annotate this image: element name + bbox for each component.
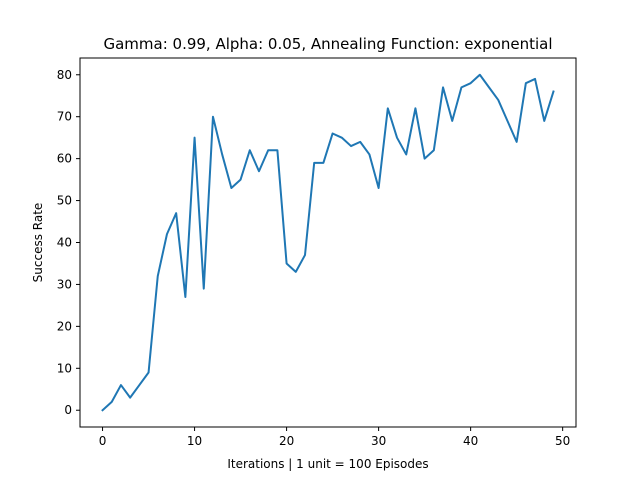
- plot-area-frame: [79, 57, 577, 428]
- x-tick-label: 0: [99, 434, 107, 448]
- x-tick-label: 10: [187, 434, 202, 448]
- y-tick-label: 30: [57, 277, 72, 291]
- x-tick-label: 40: [463, 434, 478, 448]
- y-tick-label: 0: [64, 403, 72, 417]
- y-tick-label: 70: [57, 110, 72, 124]
- y-tick-label: 40: [57, 236, 72, 250]
- success-rate-line: [101, 73, 555, 412]
- axis-ticks: 0 10 20 30 40 50 0 10 20 30 40 50 60 70 80: [57, 68, 571, 448]
- chart-title: Gamma: 0.99, Alpha: 0.05, Annealing Func…: [103, 35, 552, 53]
- y-tick-label: 60: [57, 152, 72, 166]
- y-tick-label: 50: [57, 194, 72, 208]
- y-tick-label: 80: [57, 68, 72, 82]
- x-tick-label: 20: [279, 434, 294, 448]
- x-axis-label: Iterations | 1 unit = 100 Episodes: [227, 457, 428, 471]
- y-tick-label: 10: [57, 361, 72, 375]
- x-tick-label: 50: [555, 434, 570, 448]
- y-axis-label: Success Rate: [31, 203, 45, 283]
- x-tick-label: 30: [371, 434, 386, 448]
- y-tick-label: 20: [57, 319, 72, 333]
